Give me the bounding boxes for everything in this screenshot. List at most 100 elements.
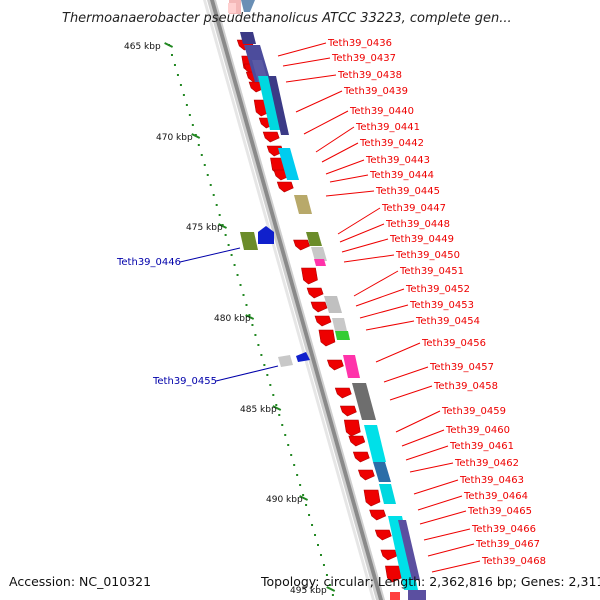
gene-arrow[interactable]	[310, 301, 328, 313]
cog-block[interactable]	[343, 355, 360, 378]
gene-arrow[interactable]	[348, 435, 366, 447]
cog-block[interactable]	[311, 247, 327, 261]
cog-block[interactable]	[332, 318, 347, 331]
forward-gene-label[interactable]: Teth39_0447	[337, 203, 446, 235]
gene-arrow[interactable]	[301, 267, 318, 285]
forward-gene-label[interactable]: Teth39_0468	[431, 556, 546, 573]
scale-dot	[182, 94, 185, 96]
forward-gene-label[interactable]: Teth39_0439	[295, 86, 408, 113]
scale-dot	[260, 354, 263, 356]
gene-arrow[interactable]	[318, 329, 336, 347]
svg-text:Teth39_0446: Teth39_0446	[116, 257, 181, 268]
gene-arrow[interactable]	[385, 565, 402, 583]
scale-dot	[325, 574, 328, 576]
gene-arrow[interactable]	[276, 181, 294, 193]
svg-text:Teth39_0450: Teth39_0450	[395, 250, 460, 261]
gene-arrow[interactable]	[306, 287, 324, 299]
gene-arrow[interactable]	[326, 359, 344, 371]
scale-label: 480 kbp	[214, 314, 251, 324]
cog-block[interactable]	[373, 462, 391, 482]
reverse-label-leaders: Teth39_0446 Teth39_0455	[116, 247, 279, 387]
forward-gene-label[interactable]: Teth39_0454	[365, 316, 480, 331]
forward-gene-label[interactable]: Teth39_0463	[413, 475, 524, 495]
cog-block[interactable]	[294, 195, 312, 214]
scale-dot	[311, 524, 314, 526]
forward-gene-label[interactable]: Teth39_0464	[417, 491, 528, 511]
forward-gene-label[interactable]: Teth39_0453	[359, 300, 474, 319]
gene-arrow[interactable]	[343, 419, 361, 437]
cog-block[interactable]	[278, 148, 299, 180]
cog-block[interactable]	[324, 296, 342, 313]
map-title: Thermoanaerobacter pseudethanolicus ATCC…	[62, 11, 512, 26]
scale-dot	[314, 534, 317, 536]
scale-tick	[191, 133, 201, 139]
forward-gene-label[interactable]: Teth39_0462	[409, 458, 519, 473]
svg-text:Teth39_0447: Teth39_0447	[381, 203, 446, 214]
gene-arrow[interactable]	[314, 315, 332, 327]
forward-gene-label[interactable]: Teth39_0451	[353, 266, 464, 297]
cog-block[interactable]	[379, 484, 396, 504]
feature-partial-bottom[interactable]	[390, 590, 426, 600]
reverse-gene-label[interactable]: Teth39_0446	[116, 247, 241, 268]
cog-block[interactable]	[398, 520, 420, 580]
forward-gene-label[interactable]: Teth39_0449	[341, 234, 454, 253]
svg-text:Teth39_0439: Teth39_0439	[343, 86, 408, 97]
scale-dot	[191, 124, 194, 126]
gene-arrow[interactable]	[339, 405, 357, 417]
forward-gene-label[interactable]: Teth39_0450	[343, 250, 460, 263]
forward-gene-label[interactable]: Teth39_0436	[277, 38, 392, 57]
cog-block[interactable]	[258, 76, 282, 130]
gene-arrow[interactable]	[293, 239, 310, 251]
cog-block[interactable]	[306, 232, 322, 246]
forward-gene-label[interactable]: Teth39_0467	[427, 539, 540, 557]
gene-arrow[interactable]	[262, 131, 280, 143]
forward-gene-label[interactable]: Teth39_0465	[419, 506, 532, 525]
reverse-gene-label[interactable]: Teth39_0455	[152, 365, 279, 387]
gene-arrow[interactable]	[334, 387, 352, 399]
cog-block[interactable]	[352, 383, 376, 420]
forward-gene-label[interactable]: Teth39_0440	[303, 106, 414, 135]
reverse-gene-0455[interactable]	[278, 352, 310, 367]
cog-block[interactable]	[335, 331, 350, 340]
gene-arrow[interactable]	[369, 509, 387, 521]
scale-dot	[212, 194, 215, 196]
genome-backbone	[203, 0, 385, 600]
gene-arrow[interactable]	[374, 529, 392, 541]
forward-gene-label[interactable]: Teth39_0442	[321, 138, 424, 163]
scale-dot	[185, 104, 188, 106]
forward-gene-label[interactable]: Teth39_0443	[325, 155, 430, 175]
cog-block[interactable]	[268, 76, 289, 135]
cog-block[interactable]	[364, 425, 386, 462]
forward-gene-label[interactable]: Teth39_0448	[339, 219, 450, 243]
forward-gene-label[interactable]: Teth39_0438	[285, 70, 402, 83]
svg-text:Teth39_0440: Teth39_0440	[349, 106, 414, 117]
forward-gene-label[interactable]: Teth39_0441	[315, 122, 420, 153]
feature-partial-top[interactable]	[228, 0, 255, 14]
forward-gene-label[interactable]: Teth39_0458	[389, 381, 498, 401]
cog-block[interactable]	[314, 259, 326, 266]
gene-arrow[interactable]	[363, 489, 381, 507]
forward-gene-label[interactable]: Teth39_0457	[383, 362, 494, 383]
forward-gene-label[interactable]: Teth39_0459	[395, 406, 506, 433]
svg-text:Teth39_0461: Teth39_0461	[449, 441, 514, 452]
forward-gene-label[interactable]: Teth39_0445	[325, 186, 440, 197]
scale-dot	[319, 554, 322, 556]
gene-arrow[interactable]	[357, 469, 375, 481]
scale-tick	[272, 405, 282, 411]
forward-gene-label[interactable]: Teth39_0444	[329, 170, 434, 183]
scale-dot	[328, 584, 331, 586]
forward-gene-label[interactable]: Teth39_0466	[423, 524, 536, 541]
cog-block[interactable]	[240, 32, 256, 44]
forward-gene-label[interactable]: Teth39_0461	[405, 441, 514, 461]
scale-dot	[257, 344, 260, 346]
reverse-gene-0446[interactable]	[240, 226, 274, 250]
gene-arrow[interactable]	[352, 451, 370, 463]
forward-gene-label[interactable]: Teth39_0452	[355, 284, 470, 307]
forward-gene-label[interactable]: Teth39_0437	[282, 53, 396, 67]
scale-dot	[239, 284, 242, 286]
gene-arrow[interactable]	[380, 549, 398, 561]
forward-gene-label[interactable]: Teth39_0456	[375, 338, 486, 363]
forward-gene-label[interactable]: Teth39_0460	[401, 425, 510, 447]
svg-text:Teth39_0457: Teth39_0457	[429, 362, 494, 373]
